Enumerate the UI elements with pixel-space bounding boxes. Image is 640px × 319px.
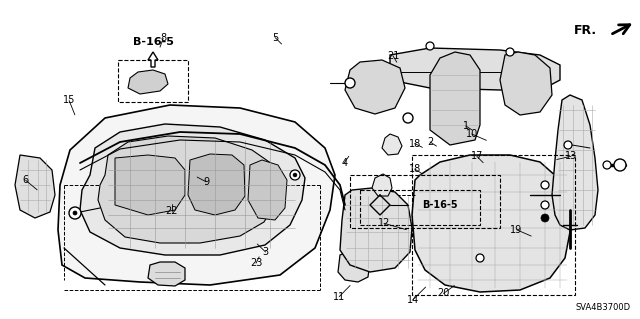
Text: FR.: FR.: [574, 24, 597, 36]
Polygon shape: [148, 52, 158, 67]
Polygon shape: [115, 155, 185, 215]
Text: 12: 12: [378, 218, 390, 228]
Text: 22: 22: [165, 205, 178, 216]
Polygon shape: [188, 154, 245, 215]
Circle shape: [73, 211, 77, 215]
Text: B-16-5: B-16-5: [422, 200, 458, 210]
Polygon shape: [128, 70, 168, 94]
Circle shape: [293, 173, 297, 177]
Circle shape: [603, 161, 611, 169]
Polygon shape: [552, 95, 598, 230]
Text: 3: 3: [262, 247, 269, 257]
Circle shape: [506, 48, 514, 56]
Bar: [118, 60, 188, 102]
Text: 15: 15: [63, 95, 76, 106]
Text: 21: 21: [387, 51, 399, 61]
Bar: [360, 190, 480, 225]
Text: 6: 6: [22, 175, 29, 185]
Text: SVA4B3700D: SVA4B3700D: [575, 303, 630, 313]
Polygon shape: [248, 160, 287, 220]
Polygon shape: [382, 134, 402, 155]
Text: 1: 1: [463, 121, 469, 131]
Text: 19: 19: [510, 225, 523, 235]
Polygon shape: [345, 60, 405, 114]
Polygon shape: [372, 174, 392, 196]
Polygon shape: [412, 155, 570, 292]
Polygon shape: [58, 105, 335, 285]
Polygon shape: [500, 52, 552, 115]
Polygon shape: [15, 155, 55, 218]
Circle shape: [614, 159, 626, 171]
Polygon shape: [80, 124, 305, 255]
Circle shape: [403, 113, 413, 123]
Polygon shape: [338, 252, 370, 282]
Circle shape: [564, 141, 572, 149]
Circle shape: [541, 201, 549, 209]
Bar: [412, 155, 575, 295]
Text: 4: 4: [341, 158, 348, 168]
Circle shape: [541, 181, 549, 189]
Text: 17: 17: [470, 151, 483, 161]
Text: 20: 20: [437, 288, 450, 299]
Circle shape: [290, 170, 300, 180]
Text: 23: 23: [250, 258, 262, 268]
Circle shape: [476, 254, 484, 262]
Circle shape: [69, 207, 81, 219]
Text: 18: 18: [408, 138, 421, 149]
Polygon shape: [340, 188, 412, 272]
Bar: [350, 175, 500, 228]
Circle shape: [541, 214, 549, 222]
Text: 10: 10: [465, 129, 478, 139]
Circle shape: [426, 42, 434, 50]
Text: 18: 18: [408, 164, 421, 174]
Text: 2: 2: [427, 137, 433, 147]
Text: 11: 11: [333, 292, 346, 302]
Polygon shape: [430, 52, 480, 145]
Text: 9: 9: [203, 177, 209, 187]
Text: 14: 14: [406, 295, 419, 305]
Polygon shape: [148, 262, 185, 286]
Circle shape: [345, 78, 355, 88]
Polygon shape: [390, 48, 560, 90]
Text: B-16-5: B-16-5: [132, 37, 173, 47]
Text: 8: 8: [160, 33, 166, 43]
Text: 13: 13: [564, 151, 577, 161]
Polygon shape: [98, 136, 280, 243]
Text: 5: 5: [272, 33, 278, 43]
